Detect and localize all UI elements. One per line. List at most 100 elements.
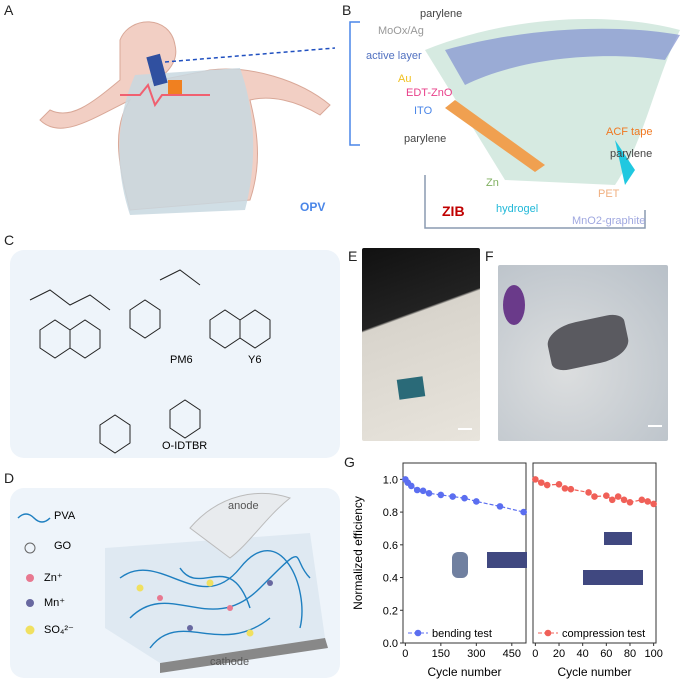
label-zib: ZIB bbox=[442, 203, 465, 219]
label-edt-zno: EDT-ZnO bbox=[406, 87, 453, 99]
legend-mn: Mn⁺ bbox=[44, 597, 66, 609]
legend-so4: SO₄²⁻ bbox=[44, 624, 74, 636]
label-active-layer: active layer bbox=[366, 50, 422, 62]
x-tick-label: 100 bbox=[644, 648, 662, 660]
legend-marker bbox=[414, 629, 422, 637]
data-point bbox=[650, 500, 657, 508]
runner-illustration bbox=[39, 21, 336, 215]
purple-pattern bbox=[503, 285, 525, 325]
label-acf-tape: ACF tape bbox=[606, 126, 653, 138]
label-parylene-mid: parylene bbox=[404, 133, 447, 145]
bent-device-inset bbox=[452, 552, 468, 578]
x-tick-label: 300 bbox=[467, 648, 485, 660]
panel-label-e: E bbox=[348, 248, 358, 264]
molecule-drawings bbox=[29, 269, 271, 454]
label-moox-ag: MoOx/Ag bbox=[378, 25, 424, 37]
data-point bbox=[473, 498, 480, 505]
data-point bbox=[543, 481, 551, 489]
label-mno2-graphite: MnO2-graphite bbox=[572, 215, 646, 227]
panel-label-a: A bbox=[4, 2, 14, 18]
panel-label-g: G bbox=[344, 454, 355, 470]
zn-legend-icon bbox=[26, 574, 34, 582]
data-point bbox=[567, 485, 575, 493]
legend-marker bbox=[544, 629, 552, 637]
panel-label-d: D bbox=[4, 470, 15, 486]
legend-zn: Zn⁺ bbox=[44, 572, 63, 584]
legend-label: bending test bbox=[432, 628, 492, 640]
y-tick-label: 1.0 bbox=[383, 474, 398, 486]
subplot-0: 0 150 300 450 0.0 0.2 0.4 0.6 0.8 1.0 Normalized e… bbox=[351, 462, 527, 679]
label-pet: PET bbox=[598, 188, 620, 200]
label-au: Au bbox=[398, 73, 412, 85]
x-tick-label: 150 bbox=[432, 648, 450, 660]
data-point bbox=[591, 493, 598, 500]
data-point bbox=[614, 493, 622, 500]
data-point bbox=[437, 491, 445, 499]
cathode-label: cathode bbox=[210, 656, 250, 668]
pva-legend-icon bbox=[17, 513, 51, 523]
data-point bbox=[496, 503, 504, 510]
scale-bar bbox=[458, 428, 472, 430]
panel-label-b: B bbox=[342, 2, 352, 18]
subplot-1: 0 20 40 60 80 100 Cycle number compression test bbox=[532, 462, 663, 679]
go-legend-icon bbox=[24, 542, 36, 554]
plot-frame bbox=[532, 462, 657, 644]
x-axis-label: Cycle number bbox=[427, 665, 501, 679]
data-point bbox=[555, 480, 563, 488]
data-point bbox=[520, 508, 527, 516]
device-stack-illustration bbox=[349, 18, 680, 229]
device-patch bbox=[396, 376, 426, 400]
electrolyte-panel: PVA GO Zn⁺ Mn⁺ SO₄²⁻ anode cathode bbox=[10, 488, 340, 678]
y-axis-label: Normalized efficiency bbox=[351, 496, 365, 610]
label-zn: Zn bbox=[486, 177, 499, 189]
data-point bbox=[561, 485, 569, 492]
anode-label: anode bbox=[228, 500, 259, 512]
scale-bar bbox=[648, 425, 662, 427]
opv-label-a: OPV bbox=[300, 200, 326, 214]
efficiency-chart: 0 150 300 450 0.0 0.2 0.4 0.6 0.8 1.0 Normalized e… bbox=[351, 462, 663, 679]
y-tick-label: 0.4 bbox=[383, 573, 398, 585]
data-point bbox=[620, 496, 628, 504]
molecule-y6: Y6 bbox=[248, 354, 262, 366]
hydrogel-illustration bbox=[17, 492, 328, 673]
legend-go: GO bbox=[54, 540, 72, 552]
label-hydrogel: hydrogel bbox=[496, 203, 539, 215]
crumpled-device bbox=[544, 312, 632, 373]
data-point bbox=[425, 489, 433, 497]
photo-device-on-skin bbox=[362, 248, 480, 441]
label-parylene-top: parylene bbox=[420, 8, 463, 20]
data-point bbox=[644, 498, 652, 505]
molecule-o-idtbr: O-IDTBR bbox=[162, 440, 208, 452]
data-point bbox=[413, 486, 421, 494]
data-point bbox=[537, 479, 545, 486]
so4-legend-icon bbox=[25, 625, 35, 635]
y-tick-label: 0.6 bbox=[383, 540, 398, 552]
data-point bbox=[638, 496, 646, 504]
data-point bbox=[608, 496, 616, 504]
mn-legend-icon bbox=[26, 599, 34, 607]
compressed-device-inset bbox=[604, 532, 632, 545]
flat-device-inset bbox=[487, 552, 527, 568]
legend-label: compression test bbox=[562, 628, 645, 640]
panel-label-c: C bbox=[4, 232, 15, 248]
y-tick-label: 0.0 bbox=[383, 638, 398, 650]
data-point bbox=[532, 476, 539, 483]
data-point bbox=[603, 492, 610, 500]
x-tick-label: 80 bbox=[624, 648, 636, 660]
stretched-device-inset bbox=[583, 570, 643, 585]
label-ito: ITO bbox=[414, 105, 433, 117]
y-tick-label: 0.8 bbox=[383, 507, 398, 519]
data-point bbox=[626, 498, 634, 506]
data-point bbox=[407, 482, 415, 490]
photo-crumpled-device bbox=[498, 265, 668, 441]
x-tick-label: 20 bbox=[553, 648, 565, 660]
x-tick-label: 40 bbox=[577, 648, 589, 660]
x-tick-label: 0 bbox=[532, 648, 538, 660]
data-point bbox=[585, 489, 592, 496]
data-point bbox=[419, 487, 427, 495]
series-line bbox=[535, 478, 654, 505]
legend-pva: PVA bbox=[54, 510, 76, 522]
y-tick-label: 0.2 bbox=[383, 605, 398, 617]
x-tick-label: 0 bbox=[402, 648, 408, 660]
